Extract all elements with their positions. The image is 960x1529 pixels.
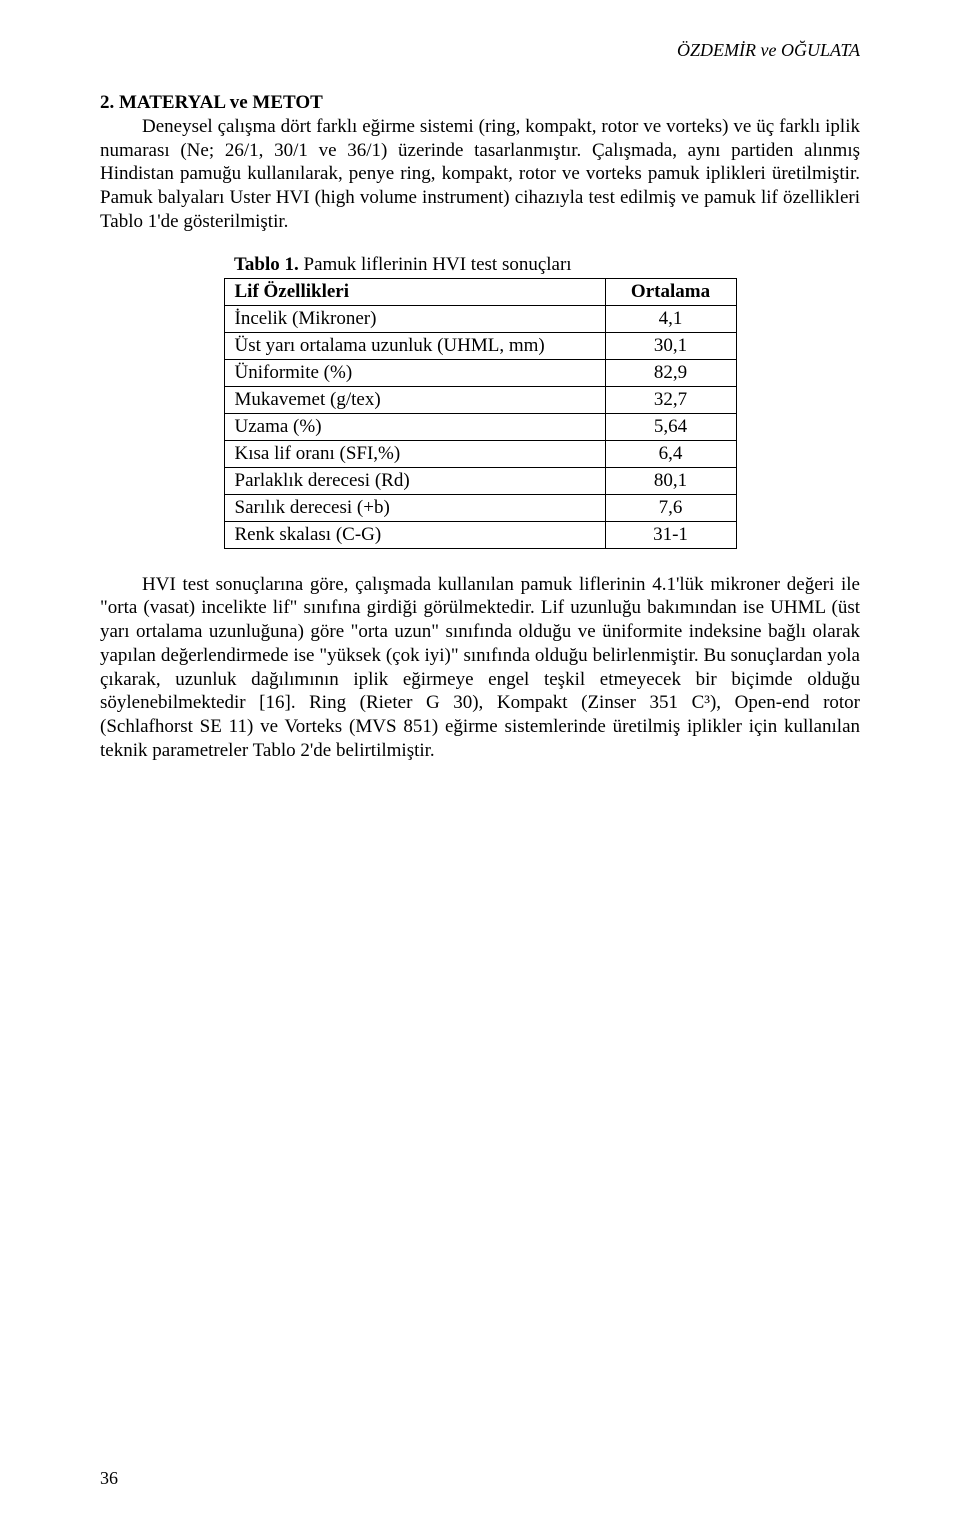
page: ÖZDEMİR ve OĞULATA 2. MATERYAL ve METOT … bbox=[0, 0, 960, 1529]
table-row: Parlaklık derecesi (Rd) 80,1 bbox=[224, 467, 736, 494]
table1-caption-number: Tablo 1. bbox=[234, 254, 299, 275]
table1-caption: Tablo 1. Pamuk liflerinin HVI test sonuç… bbox=[224, 252, 736, 279]
table-row: Üst yarı ortalama uzunluk (UHML, mm) 30,… bbox=[224, 332, 736, 359]
table1-row3-value: 32,7 bbox=[605, 386, 736, 413]
table1-row4-value: 5,64 bbox=[605, 413, 736, 440]
table1-wrap: Tablo 1. Pamuk liflerinin HVI test sonuç… bbox=[100, 252, 860, 549]
table1-row3-label: Mukavemet (g/tex) bbox=[224, 386, 605, 413]
table1-row8-value: 31-1 bbox=[605, 521, 736, 548]
paragraph-discussion: HVI test sonuçlarına göre, çalışmada kul… bbox=[100, 573, 860, 763]
table-row: Kısa lif oranı (SFI,%) 6,4 bbox=[224, 440, 736, 467]
table-row: Üniformite (%) 82,9 bbox=[224, 359, 736, 386]
section-heading: 2. MATERYAL ve METOT bbox=[100, 92, 323, 113]
table1: Tablo 1. Pamuk liflerinin HVI test sonuç… bbox=[224, 252, 737, 549]
table-row: Renk skalası (C-G) 31-1 bbox=[224, 521, 736, 548]
table-row: Sarılık derecesi (+b) 7,6 bbox=[224, 494, 736, 521]
running-header: ÖZDEMİR ve OĞULATA bbox=[100, 40, 860, 61]
table1-row5-label: Kısa lif oranı (SFI,%) bbox=[224, 440, 605, 467]
table1-header-left: Lif Özellikleri bbox=[224, 278, 605, 305]
table-row: İncelik (Mikroner) 4,1 bbox=[224, 305, 736, 332]
table1-row6-value: 80,1 bbox=[605, 467, 736, 494]
table1-row2-label: Üniformite (%) bbox=[224, 359, 605, 386]
table1-row5-value: 6,4 bbox=[605, 440, 736, 467]
table1-row1-label: Üst yarı ortalama uzunluk (UHML, mm) bbox=[224, 332, 605, 359]
table-row: Uzama (%) 5,64 bbox=[224, 413, 736, 440]
table1-caption-text: Pamuk liflerinin HVI test sonuçları bbox=[299, 254, 572, 275]
page-number: 36 bbox=[100, 1468, 118, 1489]
table1-header-right: Ortalama bbox=[605, 278, 736, 305]
table1-row2-value: 82,9 bbox=[605, 359, 736, 386]
table1-row0-value: 4,1 bbox=[605, 305, 736, 332]
table1-row7-label: Sarılık derecesi (+b) bbox=[224, 494, 605, 521]
table1-row8-label: Renk skalası (C-G) bbox=[224, 521, 605, 548]
section-block: 2. MATERYAL ve METOT Deneysel çalışma dö… bbox=[100, 91, 860, 234]
table1-row7-value: 7,6 bbox=[605, 494, 736, 521]
table1-row0-label: İncelik (Mikroner) bbox=[224, 305, 605, 332]
table1-row4-label: Uzama (%) bbox=[224, 413, 605, 440]
paragraph-intro-text: Deneysel çalışma dört farklı eğirme sist… bbox=[100, 116, 860, 232]
paragraph-intro: 2. MATERYAL ve METOT Deneysel çalışma dö… bbox=[100, 91, 860, 234]
table-row: Mukavemet (g/tex) 32,7 bbox=[224, 386, 736, 413]
table1-row1-value: 30,1 bbox=[605, 332, 736, 359]
table1-row6-label: Parlaklık derecesi (Rd) bbox=[224, 467, 605, 494]
